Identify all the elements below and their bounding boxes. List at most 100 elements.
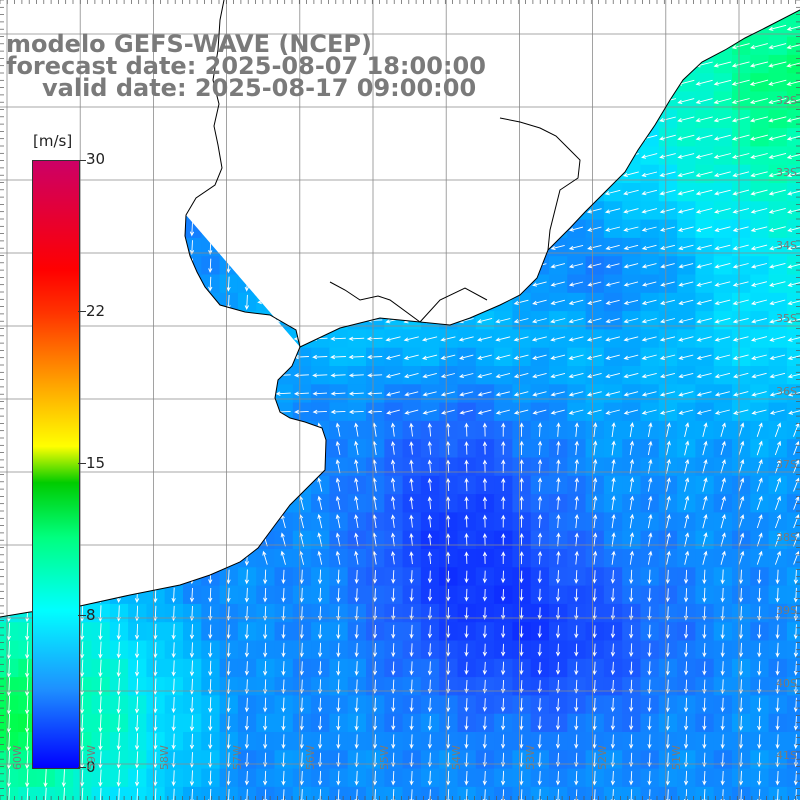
wind-speed-cell [585,128,605,147]
wind-arrow [757,587,762,603]
wind-speed-cell [640,109,660,129]
wind-arrow [574,532,579,547]
wind-arrow [555,734,561,749]
wind-arrow [464,496,469,510]
wind-arrow [660,263,675,269]
wind-arrow [244,185,249,200]
wind-arrow [482,789,487,800]
wind-speed-cell [201,494,221,513]
wind-arrow [610,625,616,639]
wind-arrow [604,43,621,49]
wind-arrow [482,588,487,602]
wind-arrow [189,642,195,658]
wind-arrow [25,659,30,678]
wind-arrow [555,679,561,694]
wind-arrow [550,354,566,360]
wind-speed-cell [109,457,129,477]
wind-arrow [714,354,731,360]
wind-arrow [281,642,286,658]
wind-speed-cell [567,128,587,147]
wind-arrow [6,130,12,145]
wind-arrow [501,514,506,528]
wind-speed-cell [311,219,330,239]
wind-arrow [641,318,657,324]
wind-arrow [786,79,800,86]
wind-speed-cell [274,494,294,513]
wind-speed-cell [109,384,129,404]
wind-arrow [116,459,121,475]
wind-arrow [189,10,195,17]
wind-arrow [335,422,341,437]
lon-label-55w: 55W [378,745,391,770]
wind-arrow [464,698,469,713]
wind-arrow [80,459,85,475]
wind-arrow [458,373,474,379]
wind-arrow [750,208,768,214]
wind-arrow [134,404,140,420]
wind-arrow [568,318,584,324]
wind-arrow [482,716,487,731]
wind-arrow [116,331,121,347]
wind-arrow [641,25,658,31]
wind-arrow [226,514,231,530]
wind-arrow [189,349,195,366]
wind-arrow [25,423,30,438]
wind-arrow [495,226,510,232]
wind-arrow [574,477,579,492]
wind-arrow [774,550,781,565]
wind-speed-cell [420,311,440,330]
wind-arrow [6,203,12,219]
wind-arrow [702,624,707,640]
wind-arrow [189,368,195,384]
wind-arrow [623,263,639,269]
wind-arrow [659,336,676,342]
wind-speed-cell [0,219,19,239]
wind-arrow [659,116,676,123]
wind-arrow [386,391,401,397]
wind-speed-cell [292,146,312,166]
wind-arrow [482,459,488,473]
wind-speed-cell [0,10,19,19]
wind-arrow [647,606,652,621]
wind-arrow [367,171,383,177]
wind-arrow [610,606,616,621]
wind-speed-cell [530,164,550,184]
wind-speed-cell [237,274,257,294]
wind-arrow [317,440,323,455]
wind-arrow [330,25,346,30]
wind-arrow [732,336,749,342]
wind-arrow [445,440,451,455]
wind-arrow [354,459,359,474]
wind-speed-cell [292,292,312,312]
wind-arrow [80,386,85,402]
wind-arrow [244,716,249,731]
wind-arrow [6,478,12,493]
wind-speed-cell [201,329,221,349]
wind-arrow [464,661,469,676]
wind-arrow [257,117,273,122]
wind-arrow [513,226,529,232]
wind-arrow [43,769,48,788]
wind-arrow [171,496,176,511]
wind-arrow [171,130,176,145]
wind-arrow [244,148,249,164]
wind-arrow [750,43,768,50]
wind-arrow [6,258,12,274]
wind-arrow [537,422,543,437]
wind-arrow [769,336,786,342]
wind-arrow [556,459,561,474]
wind-arrow [550,61,566,68]
wind-arrow [153,10,158,18]
wind-arrow [226,276,231,292]
wind-arrow [593,422,598,437]
wind-arrow [702,477,708,492]
wind-arrow [409,770,414,786]
wind-speed-cell [0,329,19,349]
wind-arrow [720,661,725,676]
wind-arrow [244,423,249,438]
wind-arrow [391,697,396,713]
wind-arrow [592,734,597,749]
wind-speed-cell [402,237,422,257]
wind-arrow [390,532,396,547]
wind-arrow [6,769,11,788]
